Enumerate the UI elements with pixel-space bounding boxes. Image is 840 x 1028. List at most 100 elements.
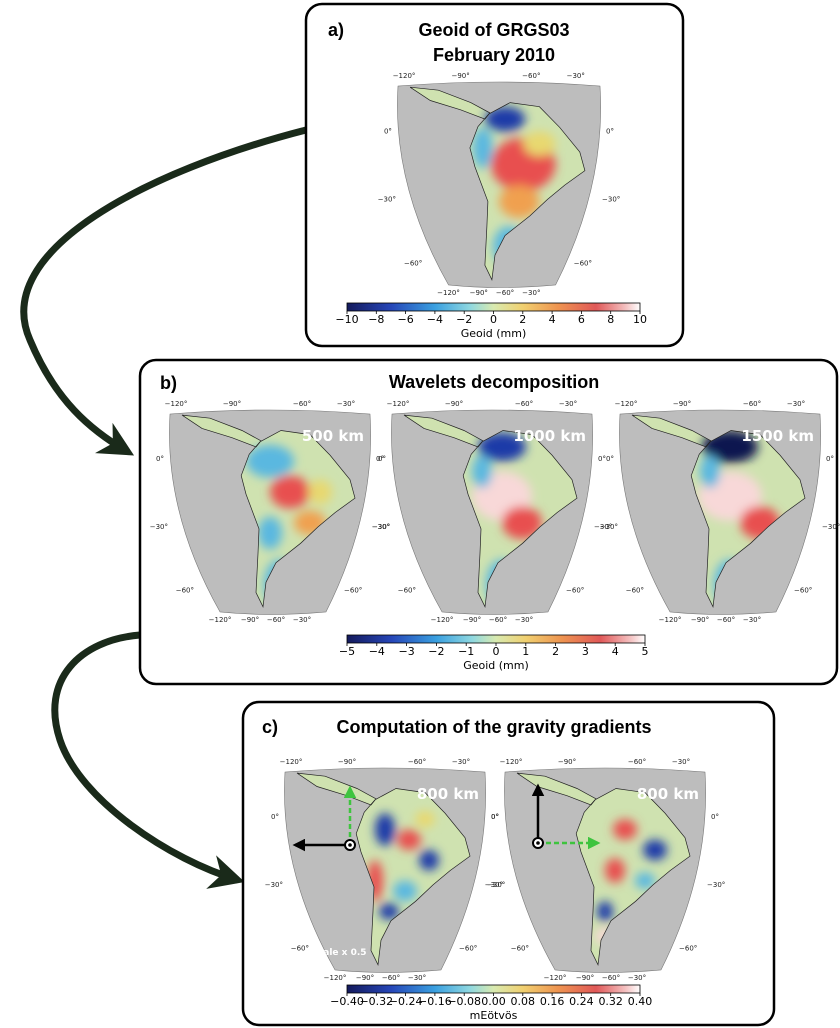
degree-label: −60°: [717, 616, 735, 624]
anomaly: [419, 850, 439, 871]
degree-label: −90°: [576, 974, 594, 982]
anomaly: [613, 819, 637, 840]
degree-label: −30°: [822, 523, 840, 531]
degree-label: 0°: [606, 455, 614, 463]
degree-label: −90°: [223, 400, 241, 408]
degree-label: −90°: [356, 974, 374, 982]
colorbar-tick-label: 8: [607, 313, 614, 326]
scale-label: 500 km: [302, 427, 364, 445]
degree-label: −30°: [672, 758, 690, 766]
degree-label: −120°: [387, 400, 410, 408]
degree-label: −60°: [344, 586, 362, 594]
colorbar-tick-label: −6: [397, 313, 413, 326]
panel-label: c): [262, 717, 278, 737]
colorbar-tick-label: 2: [519, 313, 526, 326]
colorbar-ramp: [347, 635, 645, 643]
degree-label: −120°: [280, 758, 303, 766]
panel-title: Computation of the gravity gradients: [336, 717, 651, 737]
colorbar-tick-label: 0: [493, 645, 500, 658]
degree-label: −60°: [602, 974, 620, 982]
degree-label: −60°: [293, 400, 311, 408]
anomaly: [375, 813, 395, 846]
colorbar-tick-label: 10: [633, 313, 647, 326]
map: −120°−90°−60°−30°0°0°−30°−30°−60°−60°−12…: [265, 758, 506, 982]
anomaly: [597, 901, 613, 922]
panel-title: Geoid of GRGS03: [418, 20, 569, 40]
degree-label: −120°: [324, 974, 347, 982]
colorbar-tick-label: 0.24: [569, 995, 594, 1008]
colorbar-tick-label: −10: [335, 313, 358, 326]
colorbar-tick-label: −4: [369, 645, 385, 658]
degree-label: 0°: [606, 127, 614, 135]
colorbar-tick-label: 6: [578, 313, 585, 326]
anomaly: [700, 455, 720, 488]
colorbar-title: mEötvös: [470, 1009, 518, 1022]
degree-label: −60°: [404, 259, 422, 267]
degree-label: −60°: [408, 758, 426, 766]
scale-note: Scale x 0.5: [311, 948, 366, 958]
degree-label: −30°: [787, 400, 805, 408]
colorbar-tick-label: 4: [549, 313, 556, 326]
anomaly: [270, 476, 310, 509]
anomaly: [643, 840, 667, 861]
degree-label: −30°: [150, 523, 168, 531]
degree-label: −60°: [511, 944, 529, 952]
colorbar-tick-label: 0.32: [598, 995, 623, 1008]
scale-label: 800 km: [417, 785, 479, 803]
degree-label: −30°: [567, 72, 585, 80]
degree-label: −60°: [566, 586, 584, 594]
degree-label: −120°: [500, 758, 523, 766]
degree-label: −60°: [679, 944, 697, 952]
panel-title: February 2010: [433, 45, 555, 65]
degree-label: −30°: [515, 616, 533, 624]
degree-label: −60°: [176, 586, 194, 594]
degree-label: −60°: [459, 944, 477, 952]
degree-label: −90°: [463, 616, 481, 624]
degree-label: 0°: [384, 127, 392, 135]
degree-label: −60°: [267, 616, 285, 624]
degree-label: −30°: [707, 881, 725, 889]
anomaly: [472, 455, 492, 488]
degree-label: −120°: [431, 616, 454, 624]
degree-label: −90°: [673, 400, 691, 408]
colorbar-tick-label: 5: [642, 645, 649, 658]
colorbar-title: Geoid (mm): [461, 327, 527, 340]
degree-label: −90°: [445, 400, 463, 408]
anomaly: [605, 858, 625, 883]
degree-label: −30°: [293, 616, 311, 624]
panel-title: Wavelets decomposition: [389, 372, 599, 392]
degree-label: −30°: [265, 881, 283, 889]
degree-label: −120°: [165, 400, 188, 408]
panel-label: a): [328, 20, 344, 40]
map: −120°−90°−60°−30°0°0°−30°−30°−60°−60°−12…: [600, 400, 840, 624]
degree-label: −90°: [470, 289, 488, 297]
degree-label: −90°: [691, 616, 709, 624]
panel-label: b): [160, 373, 177, 393]
degree-label: −30°: [485, 881, 503, 889]
colorbar-ramp: [347, 303, 640, 311]
map: −120°−90°−60°−30°0°0°−30°−30°−60°−60°−12…: [372, 400, 613, 624]
colorbar-tick-label: −3: [398, 645, 414, 658]
map: −120°−90°−60°−30°0°0°−30°−30°−60°−60°−12…: [378, 72, 621, 297]
degree-label: −120°: [615, 400, 638, 408]
anomaly: [397, 830, 421, 851]
colorbar-tick-label: 0.40: [628, 995, 653, 1008]
scale-label: 800 km: [637, 785, 699, 803]
colorbar-tick-label: −1: [458, 645, 474, 658]
degree-label: −60°: [382, 974, 400, 982]
anomaly: [308, 480, 332, 505]
degree-label: 0°: [598, 455, 606, 463]
colorbar-tick-label: 3: [582, 645, 589, 658]
degree-label: −120°: [544, 974, 567, 982]
colorbar-tick-label: 2: [552, 645, 559, 658]
degree-label: −60°: [794, 586, 812, 594]
anomaly: [415, 811, 435, 827]
degree-label: −60°: [574, 259, 592, 267]
colorbar-tick-label: 0.16: [540, 995, 565, 1008]
degree-label: −60°: [398, 586, 416, 594]
degree-label: −30°: [378, 195, 396, 203]
degree-label: 0°: [378, 455, 386, 463]
degree-label: −60°: [626, 586, 644, 594]
degree-label: −30°: [522, 289, 540, 297]
degree-label: −30°: [337, 400, 355, 408]
